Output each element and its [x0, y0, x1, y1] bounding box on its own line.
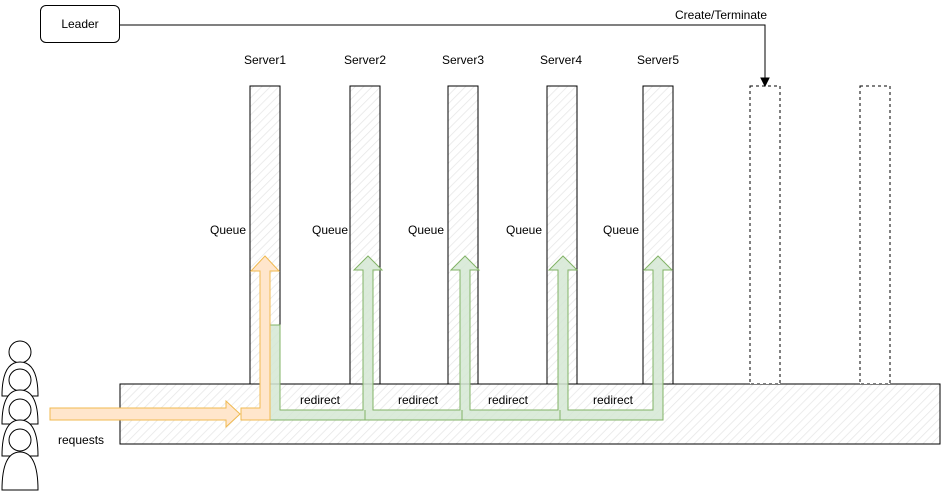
server2-queue-label: Queue — [312, 223, 349, 237]
leader-box: Leader — [40, 5, 120, 43]
server4-queue-label: Queue — [506, 223, 543, 237]
server2-column — [349, 85, 381, 385]
leader-arrowhead — [760, 77, 770, 88]
dashed-server-1 — [749, 85, 781, 385]
server2-name: Server2 — [344, 53, 387, 67]
server1-name: Server1 — [244, 53, 287, 67]
leader-connector — [120, 24, 766, 80]
server3-queue-label: Queue — [408, 223, 445, 237]
redirect-label-1: redirect — [300, 393, 341, 407]
server5-name: Server5 — [637, 53, 680, 67]
leader-label: Leader — [61, 17, 99, 31]
dashed-server-2 — [859, 85, 891, 385]
server1-request-arrow — [240, 255, 281, 421]
requests-label: requests — [58, 433, 105, 447]
redirect-flow-arrows — [269, 255, 674, 421]
redirect-label-3: redirect — [488, 393, 529, 407]
redirect-label-2: redirect — [398, 393, 439, 407]
server1-queue-label: Queue — [210, 223, 247, 237]
users-icon — [1, 340, 39, 491]
incoming-request-arrow — [49, 399, 241, 429]
server3-name: Server3 — [442, 53, 485, 67]
create-terminate-label: Create/Terminate — [675, 8, 768, 22]
server5-queue-label: Queue — [603, 223, 640, 237]
server4-name: Server4 — [540, 53, 583, 67]
redirect-label-4: redirect — [593, 393, 634, 407]
